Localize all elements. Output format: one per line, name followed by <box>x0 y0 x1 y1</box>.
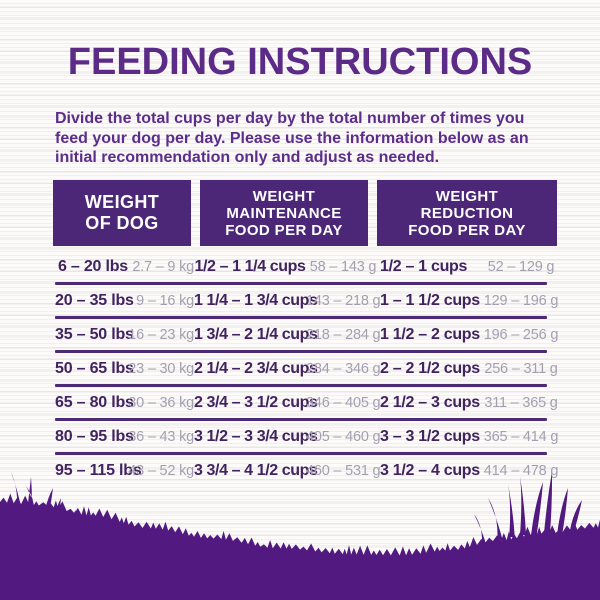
header-line: OF DOG <box>85 213 159 233</box>
row-divider <box>55 384 547 387</box>
cell-reduction-grams: 311 – 365 g <box>484 394 558 411</box>
cell-weight-kg: 36 – 43 kg <box>128 428 194 445</box>
page-title: FEEDING INSTRUCTIONS <box>67 41 533 83</box>
cell-maintenance-cups: 2 1/4 – 2 3/4 cups <box>194 359 318 377</box>
cell-reduction-grams: 52 – 129 g <box>487 258 555 275</box>
cell-maintenance-grams: 143 – 218 g <box>306 292 381 309</box>
cell-weight-kg: 23 – 30 kg <box>128 360 194 377</box>
cell-weight-lbs: 95 – 115 lbs <box>55 461 142 479</box>
table-header-row: WEIGHT OF DOG WEIGHT MAINTENANCE FOOD PE… <box>53 180 557 246</box>
description-line: feed your dog per day. Please use the in… <box>55 129 529 147</box>
row-divider <box>55 282 547 285</box>
feeding-description: Divide the total cups per day by the tot… <box>55 109 560 168</box>
row-divider <box>55 418 547 421</box>
cell-maintenance-cups: 1 1/4 – 1 3/4 cups <box>194 291 318 309</box>
cell-reduction-grams: 365 – 414 g <box>483 428 559 445</box>
cell-reduction-grams: 129 – 196 g <box>483 292 559 309</box>
column-header-weight-of-dog: WEIGHT OF DOG <box>53 180 191 246</box>
header-line: WEIGHT <box>84 192 160 212</box>
table-row: 20 – 35 lbs 9 – 16 kg 1 1/4 – 1 3/4 cups… <box>55 285 576 316</box>
cell-reduction-cups: 1 1/2 – 2 cups <box>380 325 480 343</box>
cell-weight-kg: 9 – 16 kg <box>136 292 194 309</box>
table-row: 50 – 65 lbs 23 – 30 kg 2 1/4 – 2 3/4 cup… <box>55 353 576 384</box>
cell-reduction-grams: 256 – 311 g <box>484 360 558 377</box>
cell-maintenance-grams: 346 – 405 g <box>306 394 381 411</box>
table-row: 80 – 95 lbs 36 – 43 kg 3 1/2 – 3 3/4 cup… <box>55 421 576 452</box>
cell-reduction-cups: 2 – 2 1/2 cups <box>380 359 480 377</box>
cell-reduction-cups: 3 1/2 – 4 cups <box>380 461 480 479</box>
cell-reduction-grams: 414 – 478 g <box>483 462 559 479</box>
description-line: Divide the total cups per day by the tot… <box>55 110 525 127</box>
cell-weight-kg: 43 – 52 kg <box>128 462 194 479</box>
description-line: initial recommendation only and adjust a… <box>55 149 440 166</box>
cell-maintenance-cups: 1/2 – 1 1/4 cups <box>194 257 306 275</box>
cell-weight-lbs: 35 – 50 lbs <box>55 325 134 343</box>
cell-weight-lbs: 6 – 20 lbs <box>57 257 128 275</box>
table-row: 6 – 20 lbs 2.7 – 9 kg 1/2 – 1 1/4 cups 5… <box>55 251 576 282</box>
cell-weight-kg: 30 – 36 kg <box>128 394 194 411</box>
column-header-weight-maintenance: WEIGHT MAINTENANCE FOOD PER DAY <box>200 180 368 246</box>
cell-maintenance-grams: 58 – 143 g <box>309 258 377 275</box>
feeding-table-body: 6 – 20 lbs 2.7 – 9 kg 1/2 – 1 1/4 cups 5… <box>55 251 576 486</box>
table-row: 35 – 50 lbs 16 – 23 kg 1 3/4 – 2 1/4 cup… <box>55 319 576 350</box>
header-line: WEIGHT <box>252 187 316 205</box>
header-line: WEIGHT <box>435 187 499 205</box>
row-divider <box>55 350 547 353</box>
row-divider <box>55 452 547 455</box>
cell-reduction-cups: 2 1/2 – 3 cups <box>380 393 480 411</box>
cell-maintenance-grams: 284 – 346 g <box>306 360 381 377</box>
cell-weight-lbs: 20 – 35 lbs <box>55 291 134 309</box>
table-row: 95 – 115 lbs 43 – 52 kg 3 3/4 – 4 1/2 cu… <box>55 455 576 486</box>
table-row: 65 – 80 lbs 30 – 36 kg 2 3/4 – 3 1/2 cup… <box>55 387 576 418</box>
grass-silhouette <box>0 472 600 600</box>
cell-weight-lbs: 80 – 95 lbs <box>55 427 134 445</box>
cell-reduction-cups: 3 – 3 1/2 cups <box>380 427 480 445</box>
cell-maintenance-grams: 218 – 284 g <box>306 326 381 343</box>
cell-weight-kg: 2.7 – 9 kg <box>132 258 194 275</box>
header-line: FOOD PER DAY <box>225 221 343 239</box>
cell-reduction-grams: 196 – 256 g <box>483 326 559 343</box>
cell-maintenance-grams: 405 – 460 g <box>306 428 381 445</box>
cell-maintenance-cups: 3 3/4 – 4 1/2 cups <box>194 461 318 479</box>
cell-weight-kg: 16 – 23 kg <box>128 326 194 343</box>
header-line: FOOD PER DAY <box>408 221 526 239</box>
cell-weight-lbs: 65 – 80 lbs <box>55 393 134 411</box>
cell-weight-lbs: 50 – 65 lbs <box>55 359 134 377</box>
column-header-weight-reduction: WEIGHT REDUCTION FOOD PER DAY <box>377 180 557 246</box>
cell-reduction-cups: 1 – 1 1/2 cups <box>380 291 480 309</box>
cell-maintenance-cups: 3 1/2 – 3 3/4 cups <box>194 427 318 445</box>
header-line: MAINTENANCE <box>226 204 342 222</box>
cell-maintenance-cups: 1 3/4 – 2 1/4 cups <box>194 325 318 343</box>
cell-reduction-cups: 1/2 – 1 cups <box>380 257 468 275</box>
header-line: REDUCTION <box>420 204 514 222</box>
cell-maintenance-grams: 460 – 531 g <box>306 462 381 479</box>
cell-maintenance-cups: 2 3/4 – 3 1/2 cups <box>194 393 318 411</box>
row-divider <box>55 316 547 319</box>
